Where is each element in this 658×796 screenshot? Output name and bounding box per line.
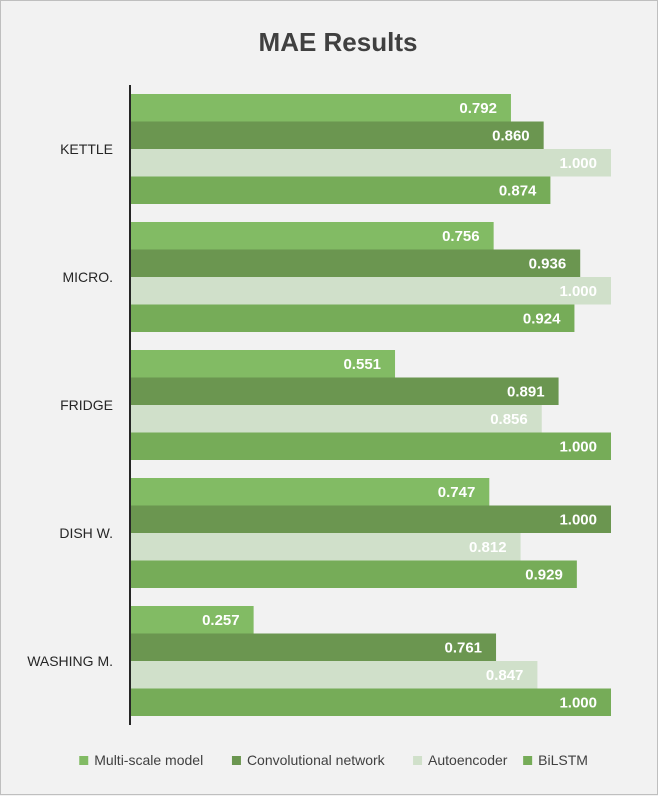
legend-label-convolutional-network: Convolutional network [247, 752, 386, 768]
legend-item-bilstm: BiLSTM [523, 752, 588, 768]
value-label-washing-m-bilstm: 1.000 [559, 694, 597, 711]
value-label-fridge-convolutional-network: 0.891 [507, 383, 545, 400]
bar-dish-w-bilstm [130, 560, 577, 588]
value-label-washing-m-autoencoder: 0.847 [486, 667, 524, 684]
value-label-kettle-bilstm: 0.874 [499, 182, 537, 199]
legend-swatch-autoencoder [413, 756, 423, 765]
value-label-micro-autoencoder: 1.000 [559, 283, 597, 300]
value-label-micro-multi-scale-model: 0.756 [442, 228, 480, 245]
category-label-dish-w: DISH W. [59, 525, 113, 541]
bar-dish-w-autoencoder [130, 533, 521, 561]
category-label-kettle: KETTLE [60, 141, 113, 157]
legend-swatch-multi-scale-model [79, 756, 89, 765]
bar-micro-multi-scale-model [130, 222, 494, 250]
value-label-kettle-multi-scale-model: 0.792 [459, 100, 497, 117]
value-label-micro-convolutional-network: 0.936 [529, 255, 567, 272]
value-label-fridge-bilstm: 1.000 [559, 438, 597, 455]
bar-fridge-bilstm [130, 432, 611, 460]
bar-fridge-convolutional-network [130, 377, 559, 405]
value-label-dish-w-autoencoder: 0.812 [469, 539, 507, 556]
value-label-washing-m-multi-scale-model: 0.257 [202, 612, 240, 629]
value-label-group: 0.792 0.860 1.000 0.874 0.756 0.936 1.000 0.924… [202, 100, 597, 712]
bar-micro-convolutional-network [130, 249, 581, 277]
value-label-micro-bilstm: 0.924 [523, 310, 561, 327]
bar-dish-w-convolutional-network [130, 505, 611, 533]
bar-washing-m-convolutional-network [130, 633, 497, 661]
legend-item-autoencoder: Autoencoder [413, 752, 508, 768]
legend: Multi-scale model Convolutional network Au… [79, 752, 588, 768]
bar-micro-autoencoder [130, 277, 611, 305]
category-label-washing-m: WASHING M. [27, 653, 113, 669]
value-label-dish-w-convolutional-network: 1.000 [559, 511, 597, 528]
category-label-micro: MICRO. [62, 269, 113, 285]
bar-kettle-bilstm [130, 176, 551, 204]
legend-label-bilstm: BiLSTM [538, 752, 588, 768]
value-label-dish-w-bilstm: 0.929 [525, 566, 563, 583]
category-label-fridge: FRIDGE [60, 397, 113, 413]
bar-micro-bilstm [130, 304, 575, 332]
bar-kettle-autoencoder [130, 149, 611, 177]
legend-swatch-convolutional-network [231, 756, 241, 765]
chart-title: MAE Results [259, 27, 418, 57]
bar-dish-w-multi-scale-model [130, 478, 490, 506]
bar-washing-m-autoencoder [130, 661, 538, 689]
bar-group [130, 94, 611, 716]
legend-item-multi-scale-model: Multi-scale model [79, 752, 203, 768]
legend-label-multi-scale-model: Multi-scale model [94, 752, 203, 768]
value-label-kettle-convolutional-network: 0.860 [492, 127, 530, 144]
value-label-kettle-autoencoder: 1.000 [559, 155, 597, 172]
bar-kettle-convolutional-network [130, 121, 544, 149]
value-label-washing-m-convolutional-network: 0.761 [444, 639, 482, 656]
legend-item-convolutional-network: Convolutional network [231, 752, 386, 768]
value-label-dish-w-multi-scale-model: 0.747 [438, 484, 476, 501]
legend-swatch-bilstm [523, 756, 533, 765]
legend-label-autoencoder: Autoencoder [428, 752, 508, 768]
value-label-fridge-multi-scale-model: 0.551 [343, 356, 381, 373]
bar-fridge-autoencoder [130, 405, 542, 433]
bar-kettle-multi-scale-model [130, 94, 511, 122]
category-label-group: KETTLE MICRO. FRIDGE DISH W. WASHING M. [27, 141, 113, 669]
bar-washing-m-multi-scale-model [130, 606, 254, 634]
bar-fridge-multi-scale-model [130, 350, 396, 378]
value-label-fridge-autoencoder: 0.856 [490, 411, 528, 428]
bar-washing-m-bilstm [130, 688, 611, 716]
